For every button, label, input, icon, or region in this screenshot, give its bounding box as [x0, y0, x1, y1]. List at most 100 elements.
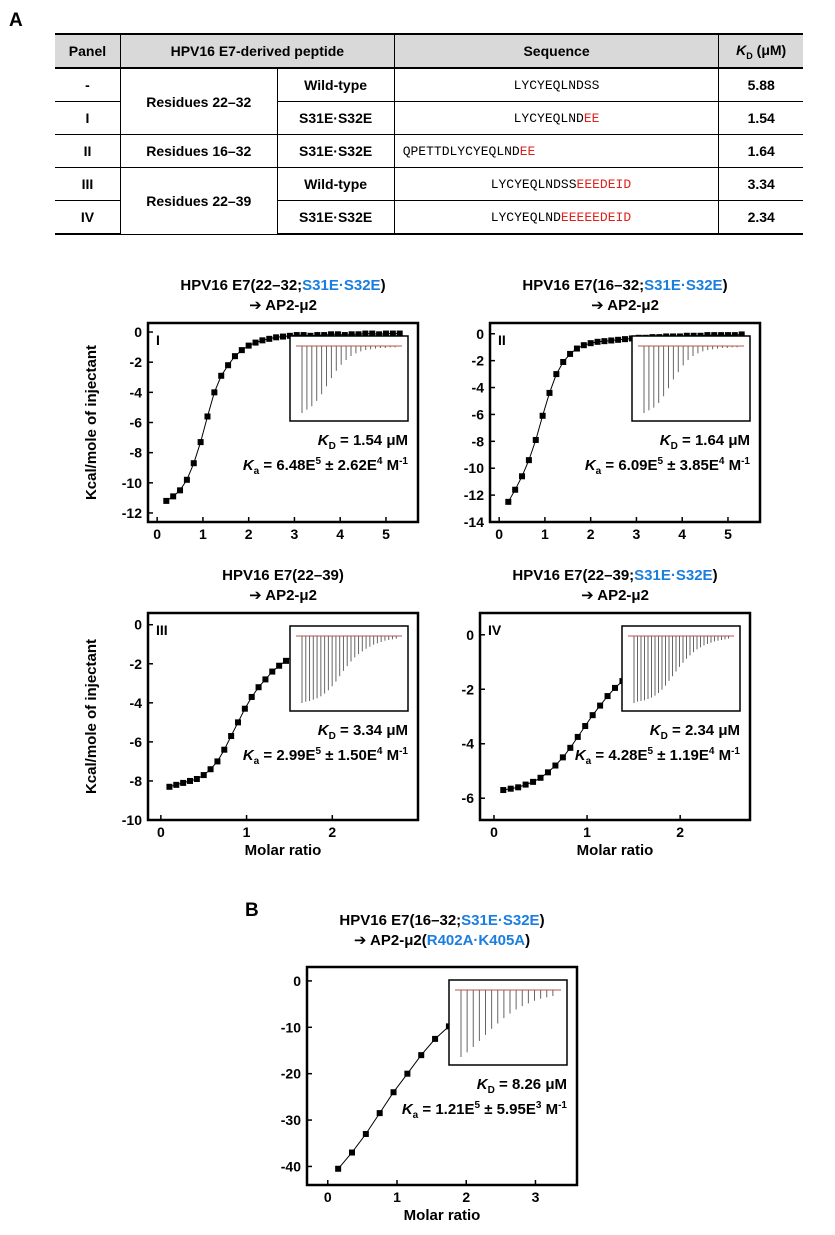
data-point [432, 1035, 439, 1042]
data-point [532, 436, 539, 443]
data-point [522, 781, 529, 788]
data-point [390, 1089, 397, 1096]
chart-subtitle: ➔ AP2-μ2(R402A·K405A) [354, 932, 530, 949]
x-tick-label: 0 [495, 526, 503, 542]
panel-letter-b: B [245, 900, 259, 921]
data-point [262, 676, 269, 683]
y-tick-label: -10 [464, 460, 484, 476]
y-tick-label: -10 [122, 812, 142, 828]
data-point [608, 337, 615, 344]
data-point [500, 787, 507, 794]
x-tick-label: 2 [328, 824, 336, 840]
data-point [348, 331, 355, 338]
data-point [177, 487, 184, 494]
data-point [241, 705, 248, 712]
row-panel: IV [55, 200, 121, 235]
data-point [214, 758, 221, 765]
x-tick-label: 2 [462, 1189, 470, 1205]
chart-III: HPV16 E7(22–39) ➔ AP2-μ2 0 1 2 0 -2 -4 -6 -8 -10 Mo… [83, 567, 420, 859]
y-tick-label: 0 [134, 324, 142, 340]
chart-subtitle: ➔ AP2-μ2 [249, 587, 317, 604]
x-tick-label: 3 [291, 526, 299, 542]
data-point [283, 657, 289, 664]
y-tick-label: -10 [122, 475, 142, 491]
data-point [255, 684, 262, 691]
kd-annotation: KD = 8.26 μM [477, 1076, 567, 1096]
data-point [248, 693, 255, 700]
x-tick-label: 5 [382, 526, 390, 542]
y-tick-label: -2 [130, 354, 143, 370]
data-point [273, 334, 280, 341]
data-point [505, 498, 512, 505]
x-tick-label: 1 [583, 824, 591, 840]
x-axis-label: Molar ratio [577, 842, 654, 859]
x-tick-label: 0 [324, 1189, 332, 1205]
x-tick-label: 1 [199, 526, 207, 542]
plot-frame [488, 321, 762, 524]
data-point [183, 476, 190, 483]
data-point [530, 778, 537, 785]
y-tick-label: -6 [472, 406, 485, 422]
data-point [321, 332, 328, 339]
y-tick-label: 0 [466, 627, 474, 643]
data-point [334, 331, 341, 338]
data-point [276, 662, 283, 669]
x-tick-label: 3 [532, 1189, 540, 1205]
data-point [396, 330, 403, 337]
y-axis-label: Kcal/mole of injectant [83, 345, 100, 500]
y-tick-label: -2 [462, 681, 475, 697]
y-tick-label: -8 [130, 445, 143, 461]
x-tick-label: 0 [153, 526, 161, 542]
x-axis-label: Molar ratio [404, 1207, 481, 1224]
x-tick-label: 2 [587, 526, 595, 542]
data-point [293, 332, 300, 339]
data-point [193, 775, 200, 782]
raw-data-inset [631, 335, 751, 422]
data-point [389, 330, 396, 337]
data-point [738, 331, 745, 338]
data-point [404, 1070, 411, 1077]
data-point [525, 457, 532, 464]
data-point [589, 712, 596, 719]
plot-frame [478, 611, 752, 822]
ka-annotation: Ka = 6.48E5 ± 2.62E4 M-1 [243, 456, 409, 477]
data-point [235, 719, 241, 726]
data-point [335, 1165, 342, 1172]
data-point [731, 332, 738, 339]
y-tick-label: -6 [130, 415, 143, 431]
data-point [362, 330, 369, 337]
panel-roman-label: III [156, 622, 168, 638]
x-axis-label: Molar ratio [245, 842, 322, 859]
data-point [539, 412, 546, 419]
data-point [724, 332, 731, 339]
header-kd: KD (μM) [718, 33, 803, 69]
data-point [221, 746, 228, 753]
y-tick-label: -8 [472, 433, 485, 449]
data-point [567, 744, 574, 751]
data-point [553, 371, 560, 378]
chart-II: HPV16 E7(16–32;S31E·S32E) ➔ AP2-μ2 0 1 2 3 4 5 0… [464, 277, 762, 542]
row-kd: 5.88 [718, 67, 803, 102]
raw-data-inset [448, 979, 568, 1066]
row-kd: 2.34 [718, 200, 803, 235]
row-sequence: LYCYEQLNDSS [393, 67, 720, 102]
x-tick-label: 1 [393, 1189, 401, 1205]
data-point [245, 342, 252, 349]
row-sequence: LYCYEQLNDSSEEEDEID [393, 167, 720, 201]
data-point [615, 336, 622, 343]
y-tick-label: -6 [130, 734, 143, 750]
data-point [573, 345, 580, 352]
chart-title: HPV16 E7(22–32;S31E·S32E) [180, 277, 385, 294]
data-point [238, 347, 245, 354]
x-tick-label: 0 [490, 824, 498, 840]
data-point [512, 486, 519, 493]
table-row: - Residues 22–32 Wild-type LYCYEQLNDSS 5… [55, 67, 803, 135]
y-tick-label: -12 [122, 505, 142, 521]
data-point [280, 333, 286, 340]
chart-title: HPV16 E7(22–39) [222, 567, 344, 584]
y-tick-label: 0 [476, 326, 484, 342]
data-point [552, 762, 559, 769]
data-point [376, 331, 383, 338]
data-point [574, 733, 581, 740]
